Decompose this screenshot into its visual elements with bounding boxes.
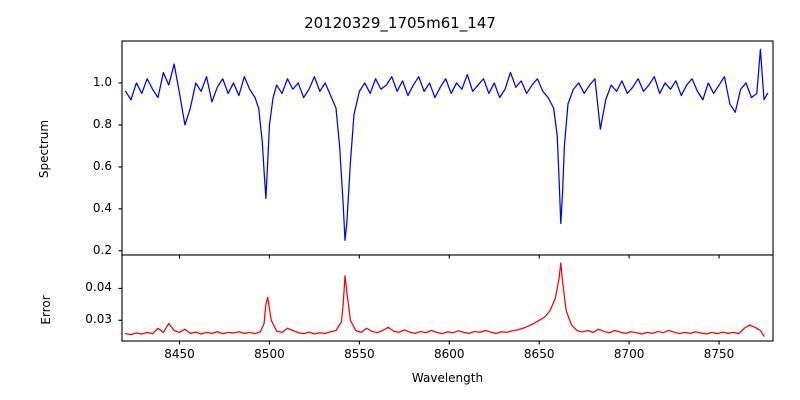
- x-tick-label: 8650: [523, 347, 555, 361]
- spectrum-y-axis-label: Spectrum: [37, 119, 51, 179]
- x-tick-label: 8450: [164, 347, 195, 361]
- error-y-ticks: [118, 287, 122, 321]
- x-tick-label: 8500: [254, 347, 285, 361]
- x-tick-label: 8700: [613, 347, 645, 361]
- y-tick-label: 1.0: [92, 74, 112, 89]
- y-tick-label: 0.8: [92, 116, 112, 131]
- y-tick-label: 0.03: [85, 312, 112, 327]
- spectrum-data-line: [124, 48, 769, 241]
- y-tick-label: 0.2: [92, 242, 112, 257]
- y-tick-label: 0.6: [92, 158, 112, 173]
- y-tick-label: 0.04: [85, 280, 112, 295]
- x-axis-ticks: [178, 255, 720, 345]
- error-panel-frame: [121, 254, 774, 342]
- x-axis-label: Wavelength: [411, 371, 484, 385]
- x-tick-label: 8600: [434, 347, 465, 361]
- x-tick-label: 8750: [703, 347, 735, 361]
- error-data-line: [124, 262, 765, 337]
- x-tick-label: 8550: [344, 347, 375, 361]
- y-tick-label: 0.4: [92, 200, 112, 215]
- spectrum-y-ticks: [118, 82, 122, 252]
- plot-title: 20120329_1705m61_147: [304, 14, 496, 32]
- error-y-axis-label: Error: [39, 295, 53, 325]
- spectrum-panel-frame: [121, 40, 774, 256]
